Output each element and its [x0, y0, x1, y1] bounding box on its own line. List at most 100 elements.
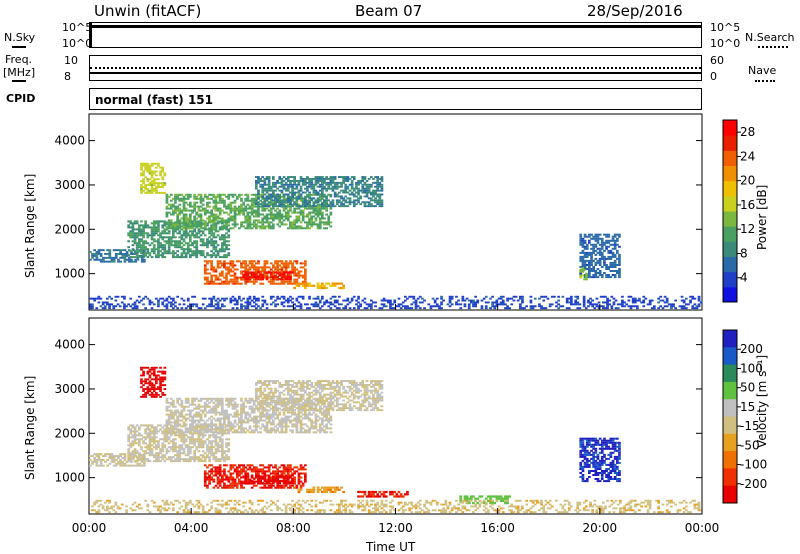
freq-legend-line — [12, 80, 26, 82]
data-band-velocity-6 — [242, 475, 294, 485]
colorbar-cell-power-0 — [723, 286, 737, 303]
colorbar-tick-label-power-3: 16 — [740, 198, 755, 212]
nsky-panel — [89, 22, 702, 48]
beam-title: Beam 07 — [355, 2, 423, 20]
freq-panel — [89, 55, 702, 81]
ytick-label-velocity-3: 4000 — [54, 338, 85, 352]
colorbar-tick-label-velocity-6: -100 — [740, 458, 767, 472]
colorbar-tick-label-velocity-7: -200 — [740, 477, 767, 491]
nsearch-legend-line — [758, 46, 788, 48]
colorbar-cell-velocity-6 — [723, 433, 737, 452]
freq-trace — [90, 72, 701, 74]
colorbar-cell-power-5 — [723, 211, 737, 227]
freq-label: Freq. — [5, 53, 33, 66]
cpid-value: normal (fast) 151 — [95, 93, 213, 107]
xtick-label-3: 12:00 — [378, 521, 413, 535]
xtick-label-6: 00:00 — [685, 521, 720, 535]
colorbar-tick-label-power-4: 20 — [740, 174, 755, 188]
colorbar-tick-label-power-6: 28 — [740, 125, 755, 139]
data-band-velocity-5 — [203, 464, 307, 489]
colorbar-cell-power-11 — [723, 120, 737, 136]
colorbar-tick-label-power-5: 24 — [740, 149, 755, 163]
data-band-velocity-10 — [579, 437, 621, 483]
nave-tick-bottom: 0 — [710, 70, 717, 83]
data-band-power-10 — [89, 295, 703, 310]
colorbar-cell-velocity-3 — [723, 381, 737, 400]
data-band-power-4 — [140, 162, 167, 194]
ytick-label-velocity-2: 3000 — [54, 382, 85, 396]
data-band-power-6 — [242, 271, 294, 281]
colorbar-tick-label-velocity-1: 100 — [740, 361, 763, 375]
colorbar-cell-power-9 — [723, 150, 737, 166]
xtick-label-0: 00:00 — [72, 521, 107, 535]
nave-legend-line — [755, 80, 775, 82]
nsearch-tick-bottom: 10^0 — [710, 37, 741, 50]
data-band-velocity-11 — [91, 499, 703, 514]
colorbar-cell-velocity-4 — [723, 399, 737, 417]
ytick-label-power-1: 2000 — [54, 222, 85, 236]
date-title: 28/Sep/2016 — [587, 2, 683, 20]
colorbar-tick-label-velocity-0: 200 — [740, 342, 763, 356]
colorbar-tick-label-power-1: 8 — [740, 246, 748, 260]
nsky-initial-spike — [90, 23, 92, 47]
nsky-trace — [90, 25, 701, 28]
nsearch-tick-top: 10^5 — [710, 21, 741, 34]
nsky-label: N.Sky — [4, 31, 36, 44]
data-band-power-8 — [579, 233, 621, 279]
colorbar-cell-velocity-0 — [723, 330, 737, 348]
ytick-label-velocity-0: 1000 — [54, 471, 85, 485]
station-title: Unwin (fitACF) — [94, 2, 202, 20]
xtick-label-5: 20:00 — [583, 521, 618, 535]
data-band-power-1 — [127, 220, 231, 259]
colorbar-cell-velocity-9 — [723, 485, 737, 504]
ytick-label-power-3: 4000 — [54, 134, 85, 148]
nsearch-label: N.Search — [745, 31, 795, 44]
colorbar-cell-power-7 — [723, 180, 737, 197]
colorbar-cell-power-4 — [723, 226, 737, 242]
plot-frame-power — [88, 113, 703, 311]
xtick-label-1: 04:00 — [174, 521, 209, 535]
xtick-label-2: 08:00 — [276, 521, 311, 535]
data-band-power-7 — [293, 282, 345, 290]
colorbar-cell-power-6 — [723, 195, 737, 212]
colorbar-cell-power-10 — [723, 135, 737, 151]
data-band-power-3 — [255, 176, 384, 208]
cpid-label: CPID — [6, 92, 36, 105]
xtick-label-4: 16:00 — [480, 521, 515, 535]
nsky-tick-bottom: 10^0 — [62, 37, 93, 50]
cpid-panel — [89, 88, 702, 110]
colorbar-cell-velocity-7 — [723, 451, 737, 469]
colorbar-tick-label-power-0: 4 — [740, 271, 748, 285]
data-band-velocity-7 — [293, 486, 345, 494]
data-band-velocity-2 — [165, 397, 333, 434]
colorbar-cell-power-1 — [723, 271, 737, 288]
colorbar-cell-velocity-2 — [723, 364, 737, 383]
ytick-label-power-0: 1000 — [54, 267, 85, 281]
colorbar-frame-power — [722, 119, 738, 303]
colorbar-cell-power-8 — [723, 165, 737, 182]
colorbar-cell-velocity-8 — [723, 468, 737, 487]
freq-tick-top: 10 — [64, 54, 78, 67]
ytick-label-velocity-1: 2000 — [54, 426, 85, 440]
colorbar-tick-label-velocity-2: 50 — [740, 381, 755, 395]
nave-trace — [90, 67, 701, 69]
nave-label: Nave — [748, 64, 777, 77]
nsky-legend-line — [12, 46, 26, 48]
data-band-velocity-8 — [357, 490, 409, 498]
data-band-velocity-3 — [255, 380, 384, 412]
colorbar-tick-label-power-2: 12 — [740, 222, 755, 236]
data-band-power-9 — [579, 267, 588, 281]
colorbar-cell-power-2 — [723, 256, 737, 273]
xaxis-label: Time UT — [366, 540, 416, 554]
colorbar-tick-label-velocity-5: -50 — [740, 438, 760, 452]
ytick-label-power-2: 3000 — [54, 178, 85, 192]
colorbar-cell-power-3 — [723, 241, 737, 257]
data-band-velocity-4 — [140, 366, 167, 398]
freq-unit: [MHz] — [3, 66, 36, 79]
freq-tick-bottom: 8 — [64, 70, 71, 83]
colorbar-cell-velocity-5 — [723, 416, 737, 435]
colorbar-tick-label-velocity-4: -15 — [740, 419, 760, 433]
colorbar-frame-velocity — [722, 329, 738, 504]
colorbar-tick-label-velocity-3: 15 — [740, 400, 755, 414]
